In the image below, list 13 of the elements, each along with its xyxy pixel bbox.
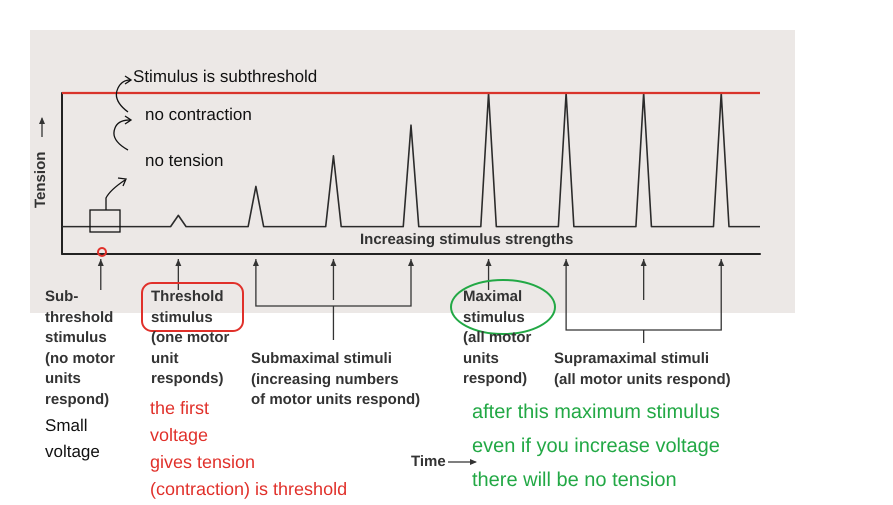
annotation: no tension [145,150,224,172]
text: Small voltage [45,415,100,463]
y-axis-title: Tension [32,152,49,208]
text: Threshold stimulus (one motor unit responds) [151,287,230,389]
text: Time [411,453,446,471]
annotation: no contraction [145,104,252,126]
text: after this maximum stimulus even if you increase voltage there will be no tension [472,400,720,493]
text: Submaximal stimuli (increasing numbers of motor units respond) [251,349,420,410]
text: Maximal stimulus (all motor units respond) [463,287,532,389]
annotation: Increasing stimulus strengths [360,231,574,249]
text: Stimulus is subthreshold [133,66,318,88]
text: Sub- threshold stimulus (no motor units respond) [45,287,115,410]
text: Supramaximal stimuli (all motor units respond) [554,349,731,390]
